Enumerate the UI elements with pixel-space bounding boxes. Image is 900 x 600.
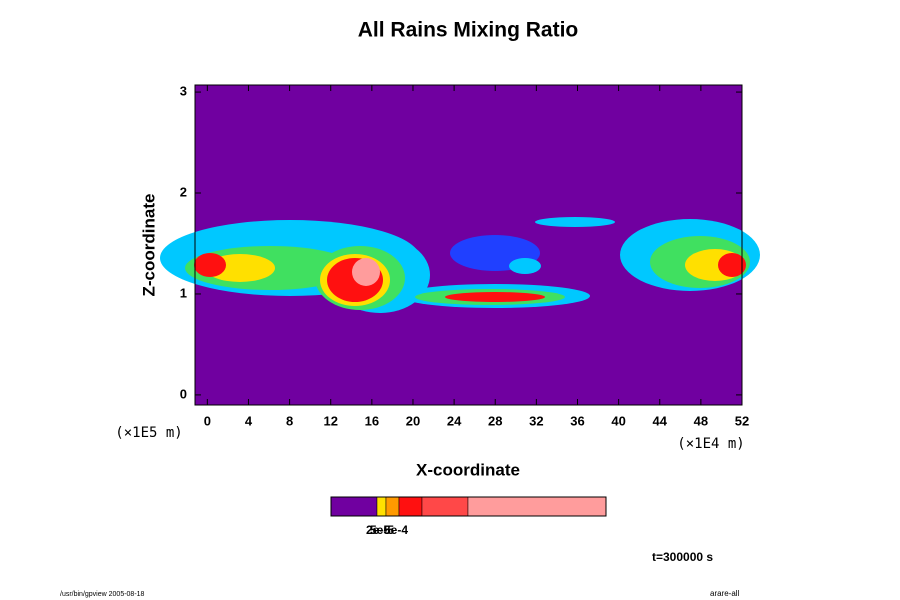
contour-cyan (535, 217, 615, 227)
colorbar-label: 5e-5 (370, 523, 394, 537)
x-tick-label: 8 (286, 413, 293, 428)
x-tick-label: 44 (653, 413, 668, 428)
colorbar-segment (376, 496, 387, 517)
footer-right: arare-all (710, 589, 740, 598)
contour-red (718, 253, 746, 277)
contour-cyan (509, 258, 541, 274)
contour-red (445, 292, 545, 302)
y-tick-label: 2 (180, 184, 187, 199)
x-unit: (×1E4 m) (677, 436, 744, 452)
x-tick-label: 12 (323, 413, 337, 428)
colorbar-segment (330, 496, 378, 517)
colorbar-frame (330, 496, 607, 517)
x-tick-label: 36 (570, 413, 584, 428)
x-tick-label: 52 (735, 413, 749, 428)
x-tick-label: 28 (488, 413, 502, 428)
x-tick-label: 0 (204, 413, 211, 428)
colorbar-segment (467, 496, 607, 517)
x-tick-label: 40 (611, 413, 625, 428)
chart-title: All Rains Mixing Ratio (358, 19, 579, 42)
x-tick-label: 24 (447, 413, 462, 428)
colorbar-segment (398, 496, 423, 517)
colorbar-label: 5e-4 (384, 523, 408, 537)
contour-field (160, 217, 760, 313)
x-tick-label: 48 (694, 413, 708, 428)
x-tick-label: 16 (365, 413, 379, 428)
colorbar-segment (385, 496, 400, 517)
y-axis-label: Z-coordinate (139, 194, 158, 297)
time-label: t=300000 s (652, 550, 713, 564)
colorbar-segment (421, 496, 469, 517)
colorbar-label: 2e-5 (366, 523, 390, 537)
x-tick-label: 20 (406, 413, 420, 428)
y-unit: (×1E5 m) (115, 425, 182, 441)
x-tick-label: 4 (245, 413, 253, 428)
plot-frame (194, 84, 743, 406)
contour-pink (352, 258, 380, 286)
x-axis-label: X-coordinate (416, 460, 520, 479)
y-tick-label: 1 (180, 285, 187, 300)
y-tick-label: 3 (180, 84, 187, 99)
footer-left: /usr/bin/gpview 2005-08-18 (60, 591, 145, 598)
x-tick-label: 32 (529, 413, 543, 428)
contour-red (194, 253, 226, 277)
y-tick-label: 0 (180, 386, 187, 401)
